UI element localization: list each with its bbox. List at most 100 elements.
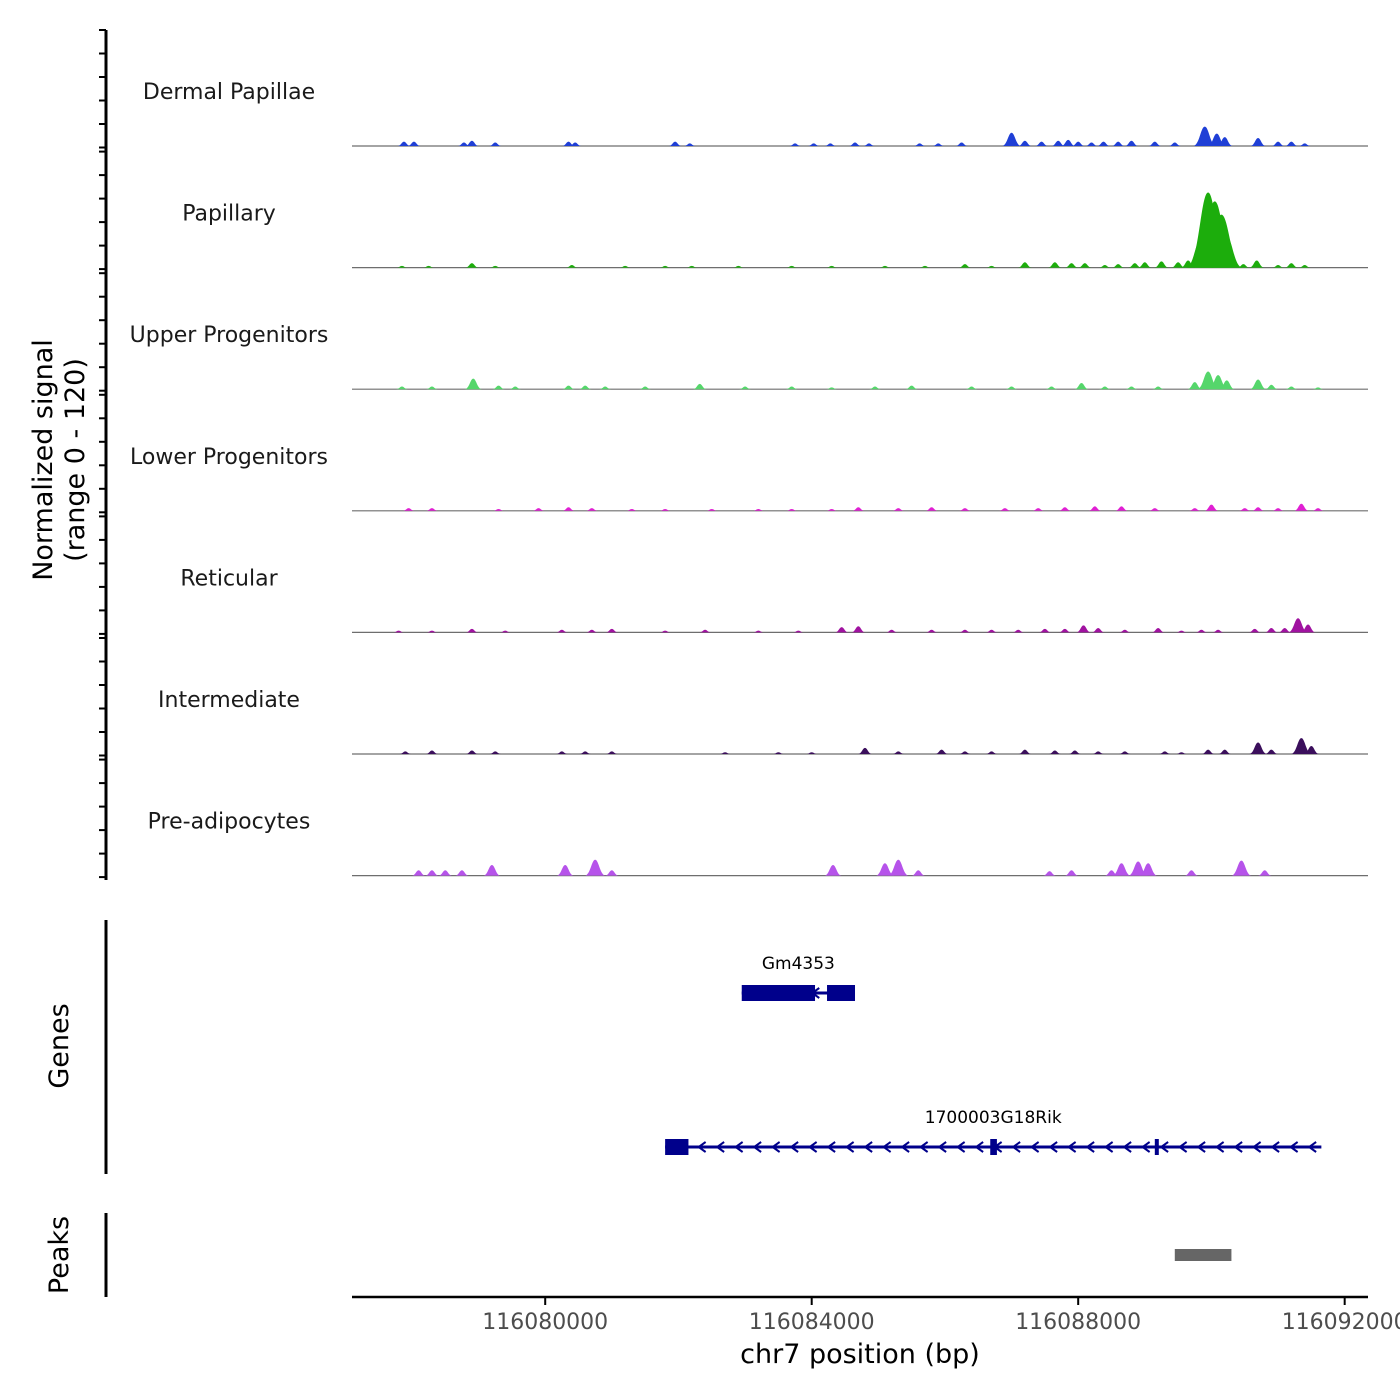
signal-peak <box>426 508 438 511</box>
signal-peak <box>1175 752 1188 754</box>
signal-peak <box>1111 264 1125 268</box>
track-label: Upper Progenitors <box>130 323 329 348</box>
signal-peak <box>465 628 479 633</box>
strand-arrow <box>826 1141 836 1153</box>
signal-peak <box>1151 627 1165 633</box>
signal-peak <box>826 265 838 268</box>
signal-peak <box>1251 507 1265 511</box>
strand-arrow <box>1085 1141 1095 1153</box>
signal-peak <box>1045 386 1058 390</box>
signal-peak <box>752 630 765 633</box>
strand-arrow <box>752 1141 762 1153</box>
signal-peak <box>422 265 435 268</box>
strand-arrow <box>863 1141 873 1153</box>
signal-peak <box>1138 863 1158 876</box>
signal-peak <box>699 629 712 633</box>
signal-peak <box>1187 382 1203 390</box>
signal-peak <box>1312 387 1324 390</box>
signal-peak <box>913 143 926 146</box>
signal-peak <box>1148 141 1162 146</box>
signal-peak <box>465 750 479 754</box>
signal-peak <box>1042 871 1057 876</box>
signal-peak <box>1111 141 1125 146</box>
signal-peak <box>1137 262 1152 268</box>
strand-arrow <box>1029 1141 1040 1153</box>
track-label: Intermediate <box>158 688 300 713</box>
signal-peak <box>659 630 671 633</box>
strand-arrow <box>1066 1141 1077 1153</box>
signal-peak <box>402 508 415 511</box>
signal-peak <box>965 386 978 390</box>
signal-peak <box>732 265 745 268</box>
signal-peak <box>579 751 592 754</box>
signal-peak <box>1298 143 1311 146</box>
signal-peak <box>605 628 619 633</box>
signal-peak <box>1058 628 1072 633</box>
signal-peak <box>499 630 511 633</box>
signal-peak <box>1272 264 1284 268</box>
signal-peak <box>489 142 502 146</box>
signal-peak <box>425 750 439 754</box>
signal-peak <box>1210 236 1243 268</box>
signal-peak <box>1096 141 1111 146</box>
signal-peak <box>1064 870 1079 876</box>
signal-peak <box>1071 141 1085 146</box>
signal-peak <box>1005 386 1018 390</box>
strand-arrow <box>1122 1141 1132 1153</box>
signal-peak <box>1098 264 1111 268</box>
signal-peak <box>955 142 968 146</box>
signal-peak <box>1195 629 1208 633</box>
signal-peak <box>1212 629 1225 633</box>
strand-arrow <box>881 1141 892 1153</box>
y-axis-ticks <box>99 29 106 879</box>
signal-peak <box>1012 629 1025 633</box>
signal-peak <box>752 509 765 511</box>
gene-exon <box>990 1139 997 1155</box>
y-axis-title-line2: (range 0 - 120) <box>60 358 91 562</box>
signal-peak <box>639 386 652 390</box>
strand-arrow <box>1233 1141 1243 1153</box>
peak-regions <box>1174 1249 1232 1261</box>
signal-peak <box>892 508 905 511</box>
signal-peak <box>1168 142 1182 146</box>
strand-arrow <box>1251 1141 1262 1153</box>
signal-peak <box>706 509 718 511</box>
signal-peak <box>789 143 801 146</box>
peak-region-bar <box>1174 1249 1232 1261</box>
signal-peak <box>985 629 998 633</box>
gene-exon <box>827 985 856 1001</box>
gene-label: Gm4353 <box>762 954 835 974</box>
gene-exon <box>665 1139 689 1155</box>
signal-peak <box>1293 503 1309 511</box>
signal-peak <box>561 141 576 146</box>
signal-peak <box>826 509 838 511</box>
signal-peak <box>834 627 849 633</box>
signal-peak <box>555 751 568 754</box>
signal-peak <box>786 509 798 511</box>
signal-peak <box>1076 625 1091 633</box>
strand-arrow <box>937 1141 947 1153</box>
signal-peak <box>492 509 505 511</box>
signal-peak <box>1064 263 1079 268</box>
signal-peak <box>426 630 438 633</box>
signal-peak <box>1125 386 1138 390</box>
signal-peak <box>959 629 971 633</box>
gene-exon <box>741 985 816 1001</box>
signal-peak <box>1300 624 1316 633</box>
signal-peak <box>1128 263 1142 268</box>
signal-peak <box>785 386 798 390</box>
strand-arrow <box>770 1141 781 1153</box>
x-axis-ticks: 116080000 116084000 116088000 116092000 <box>482 1297 1400 1335</box>
signal-peak <box>1112 863 1131 876</box>
signal-peak <box>584 859 606 876</box>
strand-arrow <box>1214 1141 1225 1153</box>
signal-peak <box>659 265 671 268</box>
signal-peak <box>1284 263 1298 268</box>
signal-peak <box>492 385 505 390</box>
signal-peak <box>1098 386 1111 390</box>
signal-peak <box>562 507 575 511</box>
signal-peak <box>1068 750 1082 754</box>
strand-arrow <box>789 1141 799 1153</box>
signal-peak <box>824 143 837 146</box>
signal-peak <box>1312 508 1324 511</box>
